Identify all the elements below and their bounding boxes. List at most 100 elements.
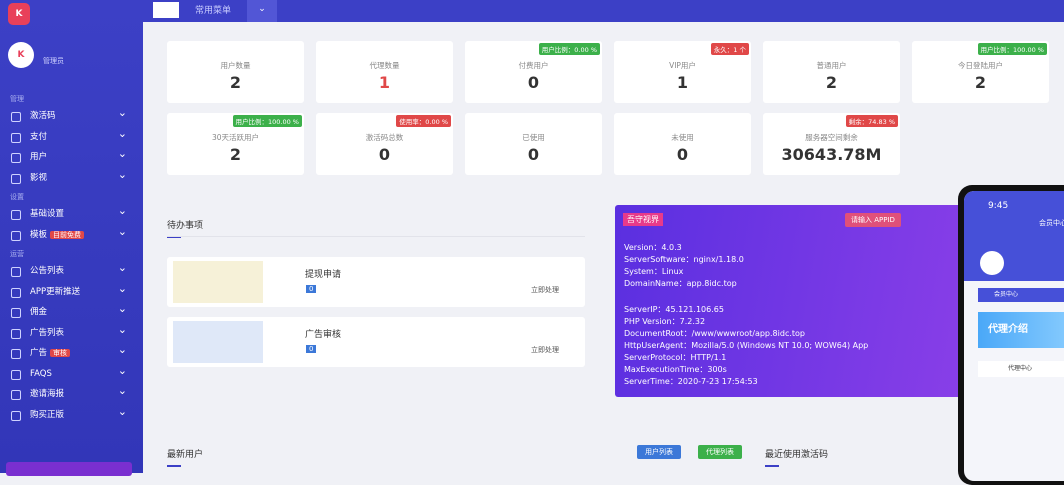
todo-action[interactable]: 立即处理: [531, 346, 559, 354]
server-line: ServerIP：45.121.106.65: [624, 305, 724, 314]
stat-card: 付费用户 0 用户比例：0.00 %: [465, 41, 602, 103]
phone: 9:45 会员中心 会员中心 代理介绍 代理中心: [958, 185, 1064, 485]
menu-item[interactable]: 购买正版: [0, 402, 143, 426]
menu-label: 佣金: [30, 307, 48, 317]
stat-card: 今日登陆用户 2 用户比例：100.00 %: [912, 41, 1049, 103]
user-list-button[interactable]: 用户列表: [637, 445, 681, 459]
menu-item[interactable]: 模板 目前免费: [0, 222, 143, 246]
stat-card: 普通用户 2: [763, 41, 900, 103]
stat-card: 未使用 0: [614, 113, 751, 175]
stat-value: 2: [825, 73, 838, 92]
tab-toggle[interactable]: ⌄: [247, 0, 277, 22]
server-line: Version：4.0.3: [624, 243, 682, 252]
stat-label: 已使用: [522, 133, 545, 142]
menu-item[interactable]: 佣金: [0, 299, 143, 323]
stat-card: 服务器空间剩余 30643.78M 剩余：74.83 %: [763, 113, 900, 175]
menu-label: FAQS: [30, 368, 52, 379]
stat-value: 2: [229, 73, 242, 92]
agent-list-button[interactable]: 代理列表: [698, 445, 742, 459]
stat-value: 0: [527, 145, 540, 164]
server-info: ServerIP：45.121.106.65 PHP Version：7.2.32…: [624, 304, 868, 388]
menu-item[interactable]: 广告 审核: [0, 340, 143, 364]
menu-item[interactable]: 基础设置: [0, 201, 143, 225]
menu-badge: 审核: [50, 349, 71, 357]
todo-title: 待办事项: [167, 221, 204, 231]
menu-label: 购买正版: [30, 409, 65, 420]
todo-image: [173, 261, 263, 303]
stat-value: 30643.78M: [781, 145, 882, 164]
menu-item[interactable]: 广告列表: [0, 320, 143, 344]
appid-button[interactable]: 请输入 APPID: [845, 213, 901, 227]
phone-time: 9:45: [988, 201, 1009, 211]
phone-avatar: [980, 251, 1004, 275]
phone-header: [964, 191, 1064, 281]
menu-item[interactable]: 邀请海报: [0, 381, 143, 405]
menu-item[interactable]: 支付: [0, 124, 143, 148]
menu-item[interactable]: 公告列表: [0, 258, 143, 282]
server-line: PHP Version：7.2.32: [624, 317, 706, 326]
stat-value: 2: [974, 73, 987, 92]
stat-value: 0: [676, 145, 689, 164]
menu-label: 支付: [30, 131, 48, 142]
server-line: MaxExecutionTime：300s: [624, 365, 727, 374]
stat-label: 用户数量: [220, 61, 251, 70]
stat-badge: 用户比例：100.00 %: [977, 43, 1047, 55]
stat-value: 0: [527, 73, 540, 92]
menu-section: 运营: [10, 250, 24, 258]
menu-item[interactable]: 用户: [0, 144, 143, 168]
server-line: ServerSoftware：nginx/1.18.0: [624, 255, 744, 264]
admin-dashboard: K K 管理员 管理激活码支付用户影视设置基础设置模板目前免费运营公告列表 APP…: [0, 0, 1064, 473]
todo-label: 广告审核: [305, 330, 342, 340]
menu-label: 基础设置: [30, 209, 65, 219]
stat-value: 1: [378, 73, 391, 92]
menu-item[interactable]: 激活码: [0, 103, 143, 127]
menu-label: 广告: [30, 348, 48, 358]
stat-badge: 使用率：0.00 %: [396, 115, 451, 127]
menu-badge: 目前免费: [50, 230, 85, 239]
phone-menu: 代理中心: [978, 361, 1064, 377]
section-title: 最近使用激活码: [765, 450, 829, 460]
tab[interactable]: 常用菜单: [195, 6, 232, 16]
role: 管理员: [43, 57, 64, 65]
menu-item[interactable]: APP更新推送: [0, 279, 143, 303]
topbar: 常用菜单 ⌄: [143, 0, 1064, 22]
menu-item[interactable]: FAQS: [0, 361, 143, 385]
phone-menu: 会员中心: [978, 288, 1064, 302]
stat-label: 今日登陆用户: [958, 61, 1003, 70]
topbar-logo: [153, 2, 179, 18]
todo-image: [173, 321, 263, 363]
stat-label: 30天活跃用户: [211, 133, 260, 142]
server-line: System：Linux: [624, 267, 684, 276]
phone-banner: 代理介绍: [978, 312, 1064, 348]
todo-label: 提现申请: [305, 270, 342, 280]
sidebar-button[interactable]: [6, 462, 132, 476]
menu-label: 公告列表: [30, 266, 65, 276]
server-line: DocumentRoot：/www/wwwroot/app.8idc.top: [624, 329, 805, 338]
menu-section: 管理: [10, 95, 24, 103]
stat-card: 激活码总数 0 使用率：0.00 %: [316, 113, 453, 175]
stat-value: 1: [676, 73, 689, 92]
todo-action[interactable]: 立即处理: [531, 286, 559, 294]
menu-label: 影视: [30, 172, 48, 183]
menu-label: 邀请海报: [30, 389, 65, 399]
stat-card: 代理数量 1: [316, 41, 453, 103]
stat-value: 0: [378, 145, 391, 164]
stat-label: 代理数量: [369, 61, 400, 70]
server-line: ServerProtocol：HTTP/1.1: [624, 353, 727, 362]
menu-label: 激活码: [30, 111, 56, 121]
divider: [167, 236, 585, 237]
todo-count: 0: [306, 345, 317, 353]
stat-badge: 用户比例：100.00 %: [232, 115, 302, 127]
stat-badge: 用户比例：0.00 %: [538, 43, 600, 55]
section-title: 最新用户: [167, 450, 204, 460]
menu-item[interactable]: 影视: [0, 165, 143, 189]
stat-label: 普通用户: [816, 61, 847, 70]
stat-label: VIP用户: [669, 61, 696, 70]
todo-item: 提现申请 0 立即处理: [167, 257, 585, 307]
server-line: HttpUserAgent：Mozilla/5.0 (Windows NT 10…: [624, 341, 869, 350]
todo-count: 0: [306, 285, 317, 293]
stat-card: 30天活跃用户 2 用户比例：100.00 %: [167, 113, 304, 175]
stat-card: 已使用 0: [465, 113, 602, 175]
menu-label: APP更新推送: [30, 286, 81, 297]
server-line: ServerTime：2020-7-23 17:54:53: [624, 377, 758, 386]
